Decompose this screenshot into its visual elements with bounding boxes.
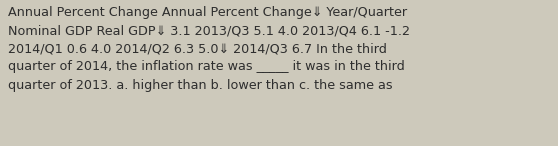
Text: Annual Percent Change Annual Percent Change⇓ Year/Quarter
Nominal GDP Real GDP⇓ : Annual Percent Change Annual Percent Cha… — [8, 6, 410, 92]
